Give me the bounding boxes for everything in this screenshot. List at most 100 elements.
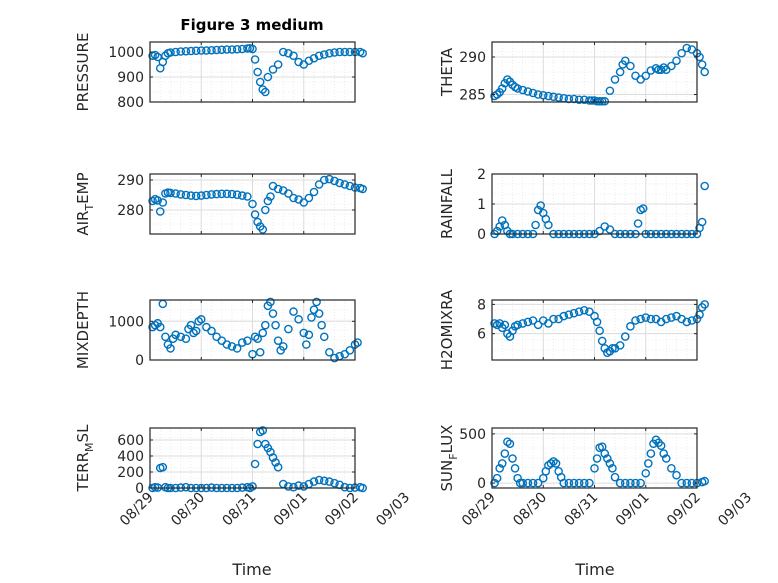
data-point — [176, 190, 186, 199]
data-point — [518, 85, 528, 95]
data-point — [500, 449, 510, 458]
data-point — [299, 198, 309, 207]
data-point — [605, 86, 615, 96]
data-point — [585, 478, 594, 488]
data-point — [646, 449, 656, 458]
data-point — [273, 184, 283, 194]
data-point — [559, 311, 569, 321]
data-point — [212, 189, 221, 199]
tick-marks — [149, 174, 356, 234]
data-point — [299, 482, 309, 491]
data-point — [207, 190, 216, 199]
data-point — [158, 198, 168, 207]
data-point — [289, 193, 298, 203]
data-point — [508, 454, 517, 463]
data-point — [278, 342, 288, 351]
data-point — [597, 96, 607, 106]
data-point — [314, 309, 324, 318]
y-axis-label: SUNFLUX — [438, 425, 460, 492]
data-point — [284, 48, 293, 58]
data-point — [636, 478, 645, 488]
data-point — [255, 347, 265, 357]
data-point — [564, 310, 574, 319]
data-point — [335, 178, 344, 188]
data-point — [268, 309, 278, 318]
data-point — [268, 65, 278, 74]
chart-panel-air-temp: 280 290 AIRTEMP — [74, 172, 367, 236]
data-point — [253, 217, 262, 227]
data-point — [171, 47, 180, 57]
data-point — [528, 478, 538, 488]
data-point — [358, 48, 367, 58]
data-point — [700, 476, 709, 486]
data-point — [544, 220, 553, 230]
data-point — [261, 320, 270, 330]
data-point — [243, 192, 252, 201]
data-point — [258, 328, 268, 338]
data-point — [181, 334, 191, 344]
data-point — [497, 216, 507, 225]
data-point — [330, 478, 339, 488]
data-point — [590, 464, 599, 473]
data-point — [263, 196, 273, 206]
data-point — [150, 50, 160, 60]
series-theta — [490, 43, 709, 106]
data-point — [626, 478, 635, 488]
y-axis-label: PRESSURE — [74, 33, 92, 112]
data-point — [314, 180, 324, 189]
data-point — [340, 180, 350, 189]
data-point — [620, 332, 630, 341]
data-point — [528, 88, 538, 98]
data-point — [284, 482, 293, 491]
data-point — [656, 65, 666, 75]
series-air-temp — [148, 174, 367, 234]
data-point — [518, 478, 528, 488]
data-point — [325, 347, 334, 357]
x-axis-label-right: Time — [574, 560, 614, 579]
data-point — [641, 468, 651, 478]
data-point — [176, 47, 186, 56]
data-point — [258, 426, 268, 435]
data-point — [605, 225, 615, 234]
data-point — [191, 191, 201, 201]
data-point — [677, 48, 686, 58]
data-point — [319, 50, 329, 59]
y-tick-label: 400 — [117, 449, 144, 465]
data-point — [227, 45, 237, 54]
data-point — [153, 196, 162, 205]
data-point — [273, 60, 283, 69]
data-point — [513, 84, 522, 93]
data-point — [222, 340, 232, 349]
data-point — [700, 181, 709, 191]
data-point — [559, 478, 569, 488]
data-point — [549, 314, 558, 324]
data-point — [207, 45, 216, 55]
data-point — [659, 449, 668, 458]
y-tick-label: 0 — [477, 227, 486, 243]
data-point — [533, 90, 543, 99]
data-point — [672, 470, 681, 480]
data-point — [644, 459, 653, 468]
data-point — [513, 320, 522, 330]
data-point — [166, 48, 175, 57]
data-point — [255, 77, 265, 87]
y-tick-label: 600 — [117, 433, 144, 449]
data-point — [600, 449, 610, 458]
data-point — [528, 316, 538, 325]
data-point — [284, 324, 293, 334]
data-point — [700, 300, 709, 309]
data-point — [585, 307, 594, 317]
data-point — [595, 96, 604, 106]
series-mixdepth — [148, 297, 362, 363]
data-point — [687, 316, 697, 325]
data-point — [536, 201, 545, 210]
data-point — [533, 478, 543, 488]
y-axis-label: MIXDEPTH — [74, 291, 92, 369]
data-point — [186, 320, 196, 330]
data-point — [544, 319, 553, 328]
y-tick-label: 1000 — [108, 314, 144, 330]
data-point — [682, 478, 692, 488]
data-point — [243, 336, 252, 345]
tick-marks — [491, 42, 698, 102]
